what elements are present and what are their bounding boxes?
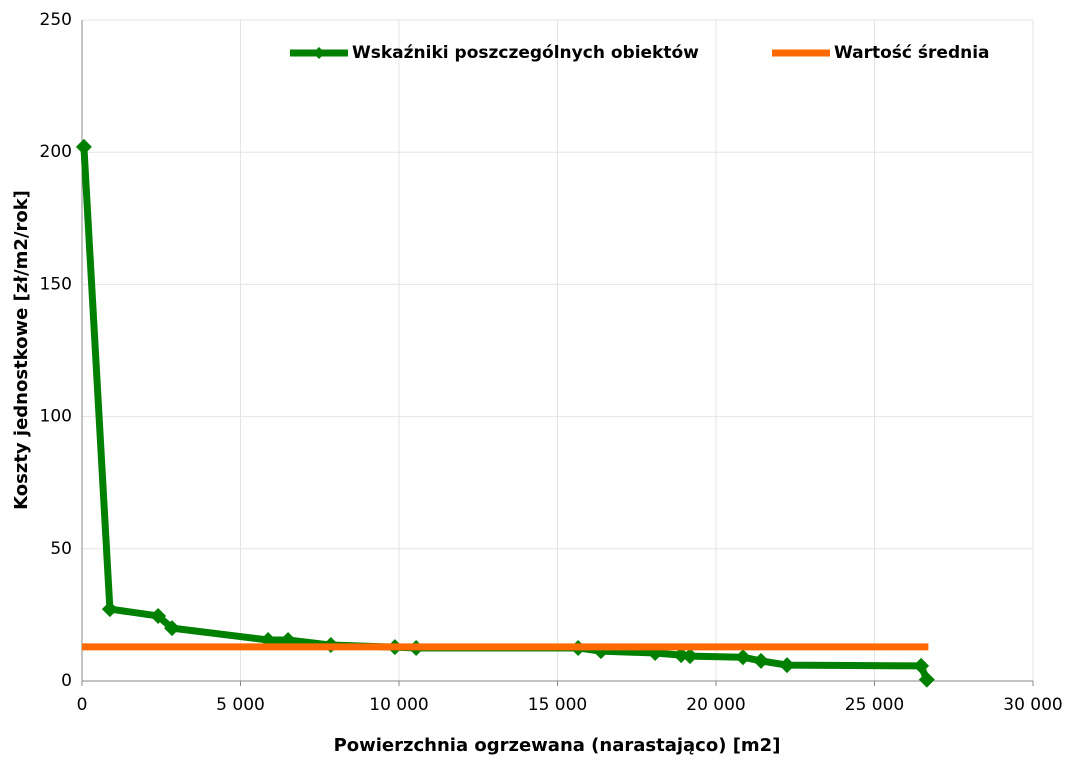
- y-tick-label: 150: [40, 274, 72, 294]
- x-tick-label: 15 000: [528, 695, 587, 715]
- x-axis-label: Powierzchnia ogrzewana (narastająco) [m2…: [334, 735, 781, 756]
- point: [150, 607, 167, 624]
- y-tick-label: 0: [61, 671, 72, 691]
- x-tick-label: 20 000: [686, 695, 745, 715]
- x-tick-label: 10 000: [369, 695, 428, 715]
- point: [164, 620, 181, 637]
- point: [753, 652, 770, 669]
- x-tick-label: 5 000: [216, 695, 265, 715]
- legend-label: Wskaźniki poszczególnych obiektów: [352, 43, 699, 63]
- point: [75, 138, 92, 155]
- point: [779, 657, 796, 674]
- x-tick-label: 0: [77, 695, 88, 715]
- y-axis-label: Koszty jednostkowe [zł/m2/rok]: [11, 190, 32, 510]
- y-tick-label: 200: [40, 142, 72, 162]
- series-line: [80, 146, 931, 682]
- x-tick-label: 30 000: [1003, 695, 1062, 715]
- y-tick-label: 50: [50, 539, 72, 559]
- y-tick-label: 250: [40, 10, 72, 30]
- point: [101, 601, 118, 618]
- legend-label: Wartość średnia: [834, 43, 990, 63]
- point: [682, 648, 699, 665]
- point: [734, 649, 751, 666]
- point: [913, 657, 930, 674]
- legend-marker: [313, 47, 325, 59]
- point: [918, 671, 935, 688]
- x-tick-label: 25 000: [845, 695, 904, 715]
- y-tick-label: 100: [40, 407, 72, 427]
